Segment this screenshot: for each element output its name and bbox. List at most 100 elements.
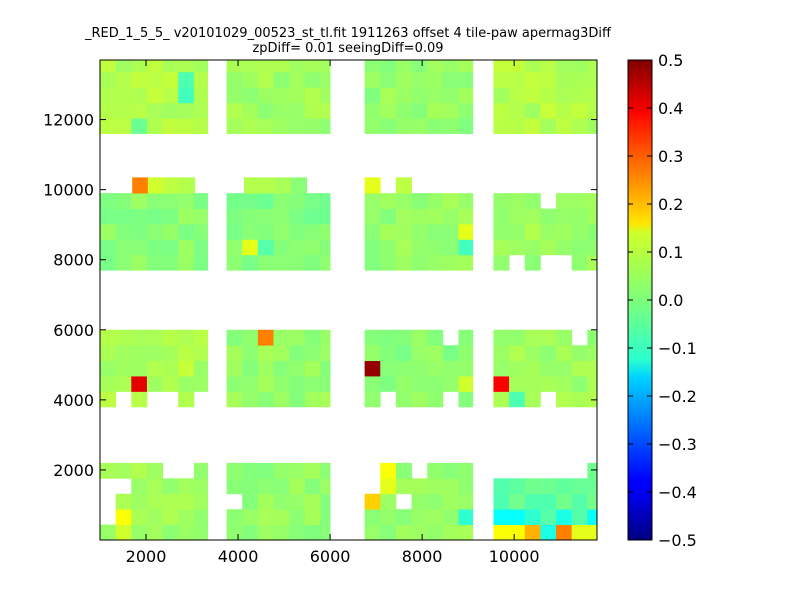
heatmap-cell xyxy=(100,193,117,209)
heatmap-cell xyxy=(493,71,510,88)
heatmap-cell xyxy=(524,87,541,104)
heatmap-cell xyxy=(178,345,195,362)
heatmap-cell xyxy=(162,493,179,510)
plot-frame xyxy=(99,59,598,541)
heatmap-cell xyxy=(162,329,179,346)
heatmap-cell xyxy=(364,329,381,346)
heatmap-cell xyxy=(411,524,428,541)
heatmap-cell xyxy=(395,239,412,256)
heatmap-cell xyxy=(257,345,274,362)
heatmap-cell xyxy=(162,60,179,73)
heatmap-cell xyxy=(178,329,195,346)
heatmap-cell xyxy=(162,71,179,88)
heatmap-cell xyxy=(226,524,243,541)
heatmap-cell xyxy=(304,478,321,495)
heatmap-cell xyxy=(242,376,259,392)
heatmap-cell xyxy=(320,239,331,256)
heatmap-cells xyxy=(100,60,598,541)
heatmap-cell xyxy=(115,60,132,73)
heatmap-cell xyxy=(131,493,148,510)
heatmap-cell xyxy=(540,493,557,510)
heatmap-cell xyxy=(242,509,259,525)
heatmap-cell xyxy=(320,493,331,510)
heatmap-cell xyxy=(131,391,148,408)
heatmap-cell xyxy=(320,193,331,209)
heatmap-cell xyxy=(509,208,526,225)
heatmap-cell xyxy=(540,60,557,73)
heatmap-cell xyxy=(162,254,179,271)
heatmap-cell xyxy=(162,478,179,495)
heatmap-cell xyxy=(226,60,243,73)
heatmap-cell xyxy=(364,102,381,119)
heatmap-cell xyxy=(524,329,541,346)
colorbar-tick-label: 0.2 xyxy=(658,195,683,214)
heatmap-cell xyxy=(162,360,179,377)
heatmap-cell xyxy=(524,118,541,134)
heatmap-cell xyxy=(556,509,573,525)
heatmap-cell xyxy=(162,102,179,119)
heatmap-cell xyxy=(493,60,510,73)
heatmap-cell xyxy=(458,193,474,209)
heatmap-cell xyxy=(411,223,428,240)
heatmap-cell xyxy=(146,223,163,240)
heatmap-cell xyxy=(411,360,428,377)
heatmap-cell xyxy=(115,524,132,541)
heatmap-cell xyxy=(131,524,148,541)
heatmap-cell xyxy=(146,102,163,119)
heatmap-cell xyxy=(509,391,526,408)
heatmap-cell xyxy=(427,524,444,541)
heatmap-cell xyxy=(289,329,306,346)
heatmap-cell xyxy=(458,462,474,479)
heatmap-cell xyxy=(273,118,290,134)
heatmap-cell xyxy=(131,254,148,271)
heatmap-cell xyxy=(380,239,397,256)
heatmap-cell xyxy=(427,254,444,271)
heatmap-cell xyxy=(273,493,290,510)
heatmap-cell xyxy=(524,376,541,392)
heatmap-cell xyxy=(100,71,117,88)
heatmap-cell xyxy=(178,376,195,392)
heatmap-cell xyxy=(304,71,321,88)
heatmap-cell xyxy=(162,509,179,525)
heatmap-cell xyxy=(493,239,510,256)
heatmap-cell xyxy=(571,118,588,134)
heatmap-cell xyxy=(162,345,179,362)
heatmap-cell xyxy=(226,208,243,225)
heatmap-cell xyxy=(380,329,397,346)
heatmap-cell xyxy=(257,87,274,104)
heatmap-cell xyxy=(556,360,573,377)
heatmap-cell xyxy=(146,462,163,479)
heatmap-cell xyxy=(178,71,195,88)
heatmap-cell xyxy=(289,254,306,271)
heatmap-cell xyxy=(442,208,459,225)
heatmap-cell xyxy=(540,71,557,88)
heatmap-cell xyxy=(146,360,163,377)
heatmap-cell xyxy=(257,223,274,240)
heatmap-cell xyxy=(320,329,331,346)
heatmap-cell xyxy=(193,193,209,209)
heatmap-cell xyxy=(100,208,117,225)
heatmap-cell xyxy=(242,60,259,73)
heatmap-cell xyxy=(242,391,259,408)
heatmap-cell xyxy=(289,193,306,209)
heatmap-cell xyxy=(380,193,397,209)
heatmap-cell xyxy=(540,118,557,134)
heatmap-cell xyxy=(304,102,321,119)
heatmap-cell xyxy=(411,478,428,495)
y-tick-label: 6000 xyxy=(53,321,94,340)
heatmap-cell xyxy=(556,71,573,88)
heatmap-cell xyxy=(226,193,243,209)
heatmap-cell xyxy=(146,493,163,510)
heatmap-cell xyxy=(163,177,180,194)
heatmap-cell xyxy=(320,223,331,240)
chart-title: _RED_1_5_5_ v20101029_00523_st_tl.fit 19… xyxy=(84,26,612,41)
heatmap-cell xyxy=(320,254,331,271)
heatmap-cell xyxy=(178,208,195,225)
heatmap-cell xyxy=(493,391,510,408)
heatmap-cell xyxy=(493,524,510,541)
heatmap-cell xyxy=(193,524,209,541)
heatmap-cell xyxy=(540,524,557,541)
heatmap-cell xyxy=(193,493,209,510)
heatmap-cell xyxy=(320,345,331,362)
heatmap-cell xyxy=(257,71,274,88)
